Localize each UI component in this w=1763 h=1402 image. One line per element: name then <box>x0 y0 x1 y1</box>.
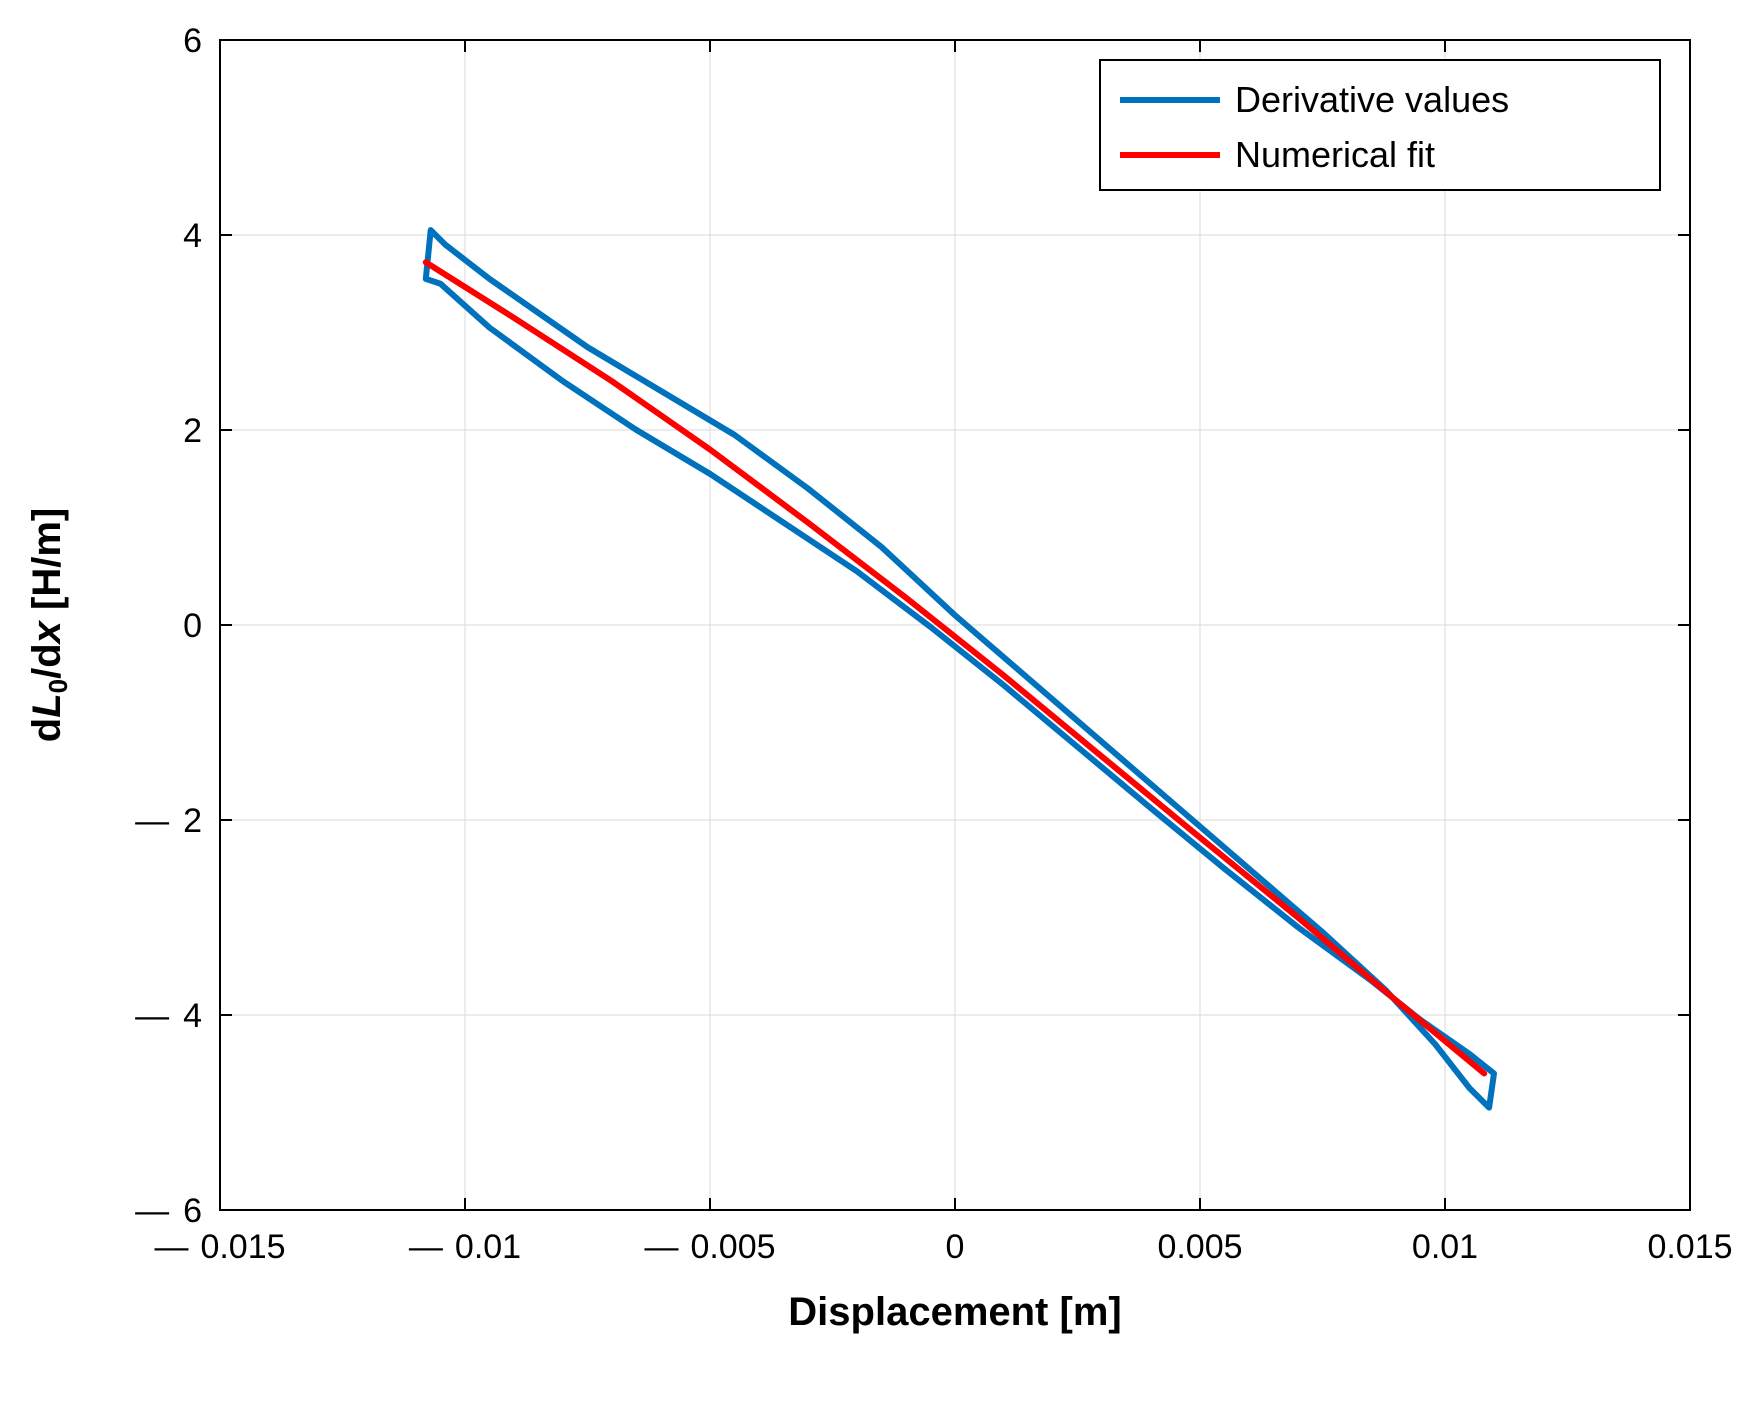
x-tick-label: —0.005 <box>644 1228 775 1266</box>
y-tick-label: 4 <box>183 217 202 255</box>
x-tick-label: 0 <box>946 1228 965 1266</box>
y-tick-label: 0 <box>183 607 202 645</box>
y-axis-label: dL0/dx [H/m] <box>25 508 73 742</box>
x-tick-label: 0.015 <box>1647 1228 1732 1266</box>
y-tick-label: 2 <box>183 412 202 450</box>
x-tick-label: 0.005 <box>1157 1228 1242 1266</box>
y-tick-label: —2 <box>135 802 202 840</box>
line-chart: —0.015 —0.01 —0.005 0 0.005 0.01 0.015 —6 —4 —2 0 2… <box>0 0 1763 1402</box>
x-tick-label: 0.01 <box>1412 1228 1478 1266</box>
legend-label: Derivative values <box>1235 79 1509 120</box>
y-tick-label: 6 <box>183 22 202 60</box>
legend-label: Numerical fit <box>1235 134 1435 175</box>
x-tick-label: —0.015 <box>154 1228 285 1266</box>
legend: Derivative values Numerical fit <box>1100 60 1660 190</box>
chart-container: —0.015 —0.01 —0.005 0 0.005 0.01 0.015 —6 —4 —2 0 2… <box>0 0 1763 1402</box>
chart-background <box>0 0 1763 1402</box>
x-axis-label: Displacement [m] <box>788 1290 1121 1334</box>
y-tick-label: —6 <box>135 1192 202 1230</box>
y-tick-label: —4 <box>135 997 202 1035</box>
x-tick-label: —0.01 <box>409 1228 521 1266</box>
